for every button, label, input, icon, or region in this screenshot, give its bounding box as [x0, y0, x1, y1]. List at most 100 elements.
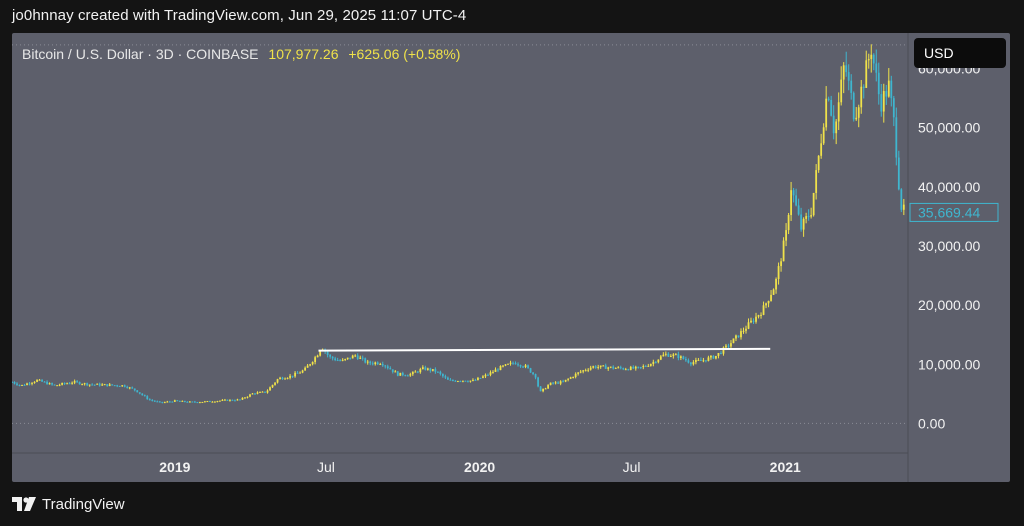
candle-body-210	[537, 377, 539, 387]
candle-body-25	[73, 381, 76, 383]
candle-body-224	[572, 377, 575, 379]
candle-body-344	[872, 54, 875, 64]
candle-body-78	[206, 401, 209, 403]
candle-body-44	[121, 385, 124, 387]
candle-body-221	[564, 379, 567, 382]
candle-body-229	[584, 370, 587, 372]
candle-body-112	[291, 375, 294, 377]
candle-body-302	[767, 300, 770, 304]
candle-body-240	[612, 366, 615, 369]
candle-body-223	[569, 377, 572, 379]
candle-body-106	[276, 379, 279, 383]
candle-body-354	[897, 157, 900, 190]
currency-button[interactable]: USD	[914, 38, 1006, 68]
candle-body-199	[509, 362, 512, 364]
candle-body-83	[219, 400, 221, 402]
candle-body-16	[51, 383, 53, 385]
candle-body-329	[835, 121, 838, 134]
candle-body-159	[409, 374, 412, 376]
candle-body-51	[138, 392, 141, 394]
candle-body-226	[577, 372, 580, 374]
candle-body-299	[760, 314, 762, 316]
candle-body-260	[662, 354, 665, 357]
candle-body-101	[264, 391, 266, 393]
candle-body-126	[326, 351, 329, 355]
price-chart[interactable]: 0.00 10,000.00 20,000.00 30,000.00 40,000.00…	[12, 33, 1010, 482]
candle-body-278	[707, 357, 710, 361]
candle-body-64	[171, 401, 174, 403]
candle-body-11	[38, 379, 41, 381]
candle-body-119	[309, 364, 312, 366]
candle-body-230	[587, 369, 590, 371]
candle-body-234	[597, 366, 600, 368]
footer-brand-name: TradingView	[42, 495, 125, 513]
candle-body-150	[386, 366, 389, 369]
candle-body-327	[830, 99, 833, 116]
candle-body-54	[146, 396, 149, 400]
candle-body-80	[211, 401, 214, 403]
candle-body-58	[156, 401, 159, 403]
candle-body-75	[198, 402, 201, 404]
candle-body-311	[790, 190, 792, 216]
candle-body-314	[797, 205, 800, 215]
candle-body-90	[236, 399, 239, 401]
candle-body-0	[12, 382, 13, 384]
candle-body-320	[812, 192, 815, 216]
candle-body-205	[524, 365, 527, 367]
candle-body-338	[857, 107, 860, 118]
chart-panel[interactable]: 0.00 10,000.00 20,000.00 30,000.00 40,000.00…	[12, 33, 1010, 482]
candle-body-250	[637, 366, 640, 368]
candle-body-181	[464, 380, 467, 382]
candle-body-352	[892, 98, 895, 118]
candle-body-43	[118, 385, 121, 387]
candle-body-291	[740, 331, 742, 338]
candle-body-61	[163, 402, 166, 404]
candle-body-342	[867, 59, 870, 61]
candle-body-305	[775, 279, 777, 290]
candle-body-187	[479, 377, 482, 379]
candle-body-70	[186, 401, 189, 403]
candle-body-245	[624, 369, 627, 371]
candle-body-94	[246, 396, 249, 398]
candle-body-270	[687, 360, 690, 363]
candle-body-111	[289, 375, 291, 378]
candle-body-82	[216, 401, 219, 403]
candle-body-253	[644, 366, 647, 368]
candle-body-184	[472, 379, 474, 381]
candle-body-45	[123, 385, 126, 387]
candle-body-274	[697, 359, 700, 361]
candle-body-178	[457, 381, 459, 383]
candle-body-297	[755, 316, 757, 322]
x-tick-label-4: 2021	[770, 459, 801, 475]
candle-body-180	[462, 380, 464, 382]
candle-body-49	[133, 388, 136, 391]
candle-body-6	[26, 383, 28, 386]
candle-body-68	[181, 400, 184, 402]
candle-body-115	[299, 372, 301, 374]
candle-body-89	[234, 400, 236, 402]
candle-body-140	[361, 357, 364, 359]
candle-body-151	[389, 368, 392, 370]
candle-body-97	[254, 393, 256, 395]
candle-body-145	[374, 362, 377, 365]
candle-body-209	[534, 374, 537, 378]
candle-body-31	[88, 384, 91, 386]
candle-body-63	[168, 401, 171, 403]
candle-body-300	[762, 305, 765, 315]
candle-body-217	[554, 382, 557, 384]
candle-body-256	[652, 361, 655, 364]
candle-body-213	[544, 388, 547, 390]
candle-body-8	[31, 382, 33, 384]
y-tick-label-3: 30,000.00	[918, 238, 980, 254]
candle-body-186	[477, 377, 479, 381]
candle-body-93	[244, 397, 246, 399]
candle-body-154	[396, 371, 399, 376]
current-price-box	[909, 202, 999, 222]
candle-body-212	[542, 388, 544, 392]
candle-body-116	[301, 370, 304, 373]
candle-body-53	[143, 395, 146, 397]
footer-brand: TradingView	[12, 494, 125, 514]
candle-body-241	[614, 367, 617, 369]
candle-body-23	[68, 383, 71, 385]
candle-body-198	[507, 363, 509, 365]
